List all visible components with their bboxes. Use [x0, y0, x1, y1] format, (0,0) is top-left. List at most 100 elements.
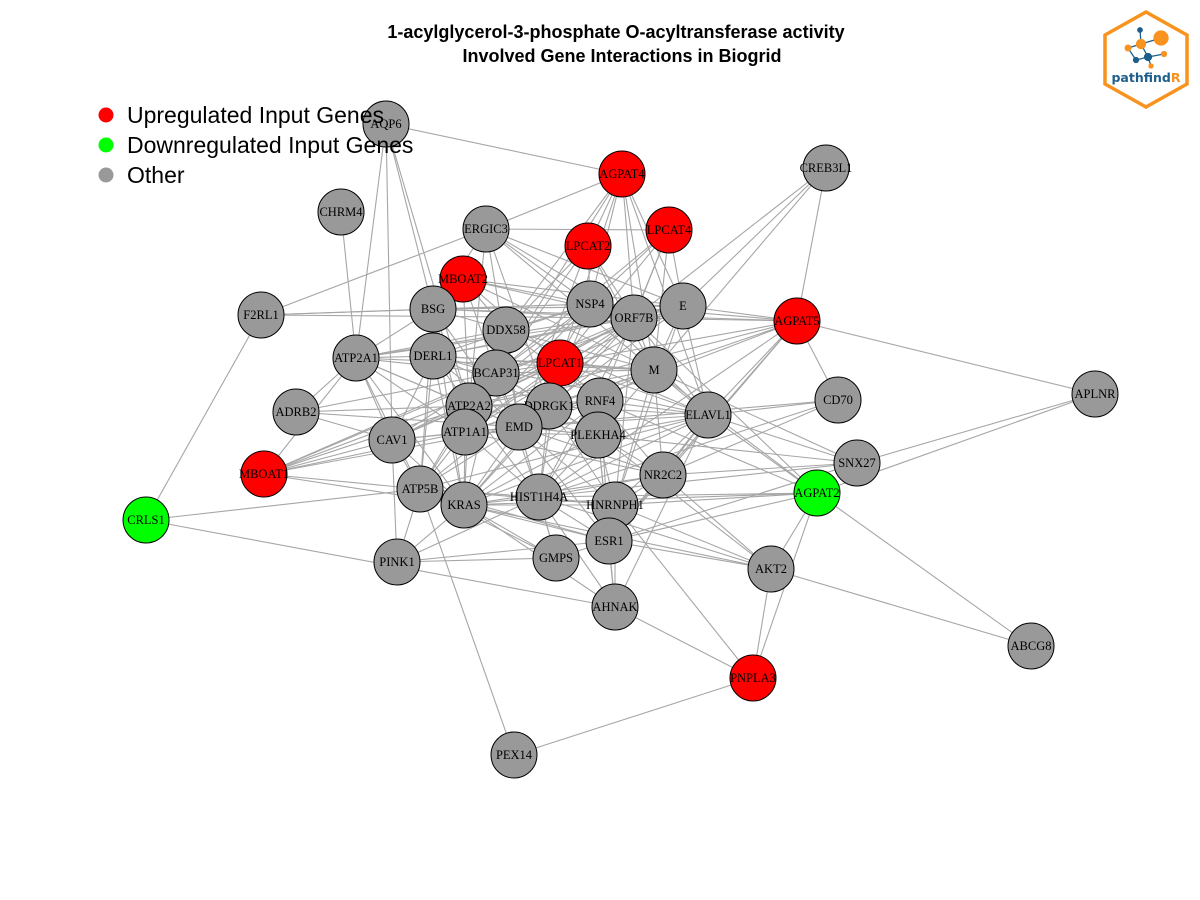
node-label: KRAS: [447, 498, 480, 512]
node-label: AHNAK: [592, 600, 637, 614]
node-label: ATP1A1: [443, 425, 487, 439]
node-circle: [439, 255, 487, 303]
edge-rnf4-kras: [463, 400, 601, 506]
node-snx27: SNX27: [833, 439, 881, 487]
node-ahnak: AHNAK: [591, 583, 639, 631]
node-abcg8: ABCG8: [1007, 622, 1055, 670]
edge-cd70-emd: [518, 399, 839, 428]
node-label: ABCG8: [1011, 639, 1052, 653]
node-label: NSP4: [575, 297, 605, 311]
node-cav1: CAV1: [368, 416, 416, 464]
node-atp5b: ATP5B: [396, 465, 444, 513]
node-ergic3: ERGIC3: [462, 205, 510, 253]
edge-e-hnrnph1: [614, 305, 684, 506]
edge-f2rl1-crls1: [145, 314, 262, 521]
node-circle: [639, 451, 687, 499]
node-e: E: [659, 282, 707, 330]
node-lpcat4: LPCAT4: [645, 206, 693, 254]
node-circle: [532, 534, 580, 582]
node-label: RNF4: [585, 394, 616, 408]
node-circle: [747, 545, 795, 593]
title-line-2: Involved Gene Interactions in Biogrid: [462, 46, 781, 66]
node-circle: [362, 100, 410, 148]
node-esr1: ESR1: [585, 517, 633, 565]
edge-creb3l1-m: [653, 167, 827, 371]
legend: Upregulated Input Genes Downregulated In…: [98, 102, 413, 188]
edge-cd70-hist1h4a: [538, 399, 839, 498]
edge-esr1-akt2: [608, 540, 772, 570]
node-label: ATP2A2: [447, 399, 491, 413]
legend-marker-up: [98, 107, 114, 123]
edge-agpat2-esr1: [608, 492, 818, 542]
edge-agpat4-ergic3: [485, 173, 623, 230]
node-circle: [240, 450, 288, 498]
edge-aqp6-bsg: [385, 123, 434, 310]
node-lpcat2: LPCAT2: [564, 222, 612, 270]
node-label: DERL1: [414, 349, 453, 363]
node-circle: [591, 583, 639, 631]
node-circle: [490, 731, 538, 779]
edge-ahnak-pnpla3: [614, 606, 754, 679]
logo-text-main: pathfind: [1111, 70, 1170, 85]
edge-atp1a1-mboat1: [263, 431, 466, 475]
node-mboat1: MBOAT1: [239, 450, 289, 498]
node-label: AGPAT5: [774, 314, 819, 328]
node-circle: [1007, 622, 1055, 670]
node-circle: [462, 205, 510, 253]
edge-elavl1-ahnak: [614, 414, 709, 608]
legend-marker-other: [98, 167, 114, 183]
edge-chrm4-atp2a1: [340, 211, 357, 359]
edge-snx27-hist1h4a: [538, 462, 858, 498]
title-line-1: 1-acylglycerol-3-phosphate O-acyltransfe…: [387, 22, 844, 42]
node-circle: [368, 416, 416, 464]
node-emd: EMD: [495, 403, 543, 451]
node-label: ESR1: [594, 534, 623, 548]
node-circle: [729, 654, 777, 702]
edge-pink1-gmps: [396, 557, 557, 563]
edge-mboat2-m: [462, 278, 655, 371]
node-circle: [237, 291, 285, 339]
node-cd70: CD70: [814, 376, 862, 424]
edge-hnrnph1-pnpla3: [614, 504, 754, 679]
node-label: E: [679, 299, 687, 313]
node-label: ATP2A1: [334, 351, 378, 365]
node-chrm4: CHRM4: [317, 188, 365, 236]
node-label: APLNR: [1075, 387, 1117, 401]
node-label: BSG: [421, 302, 445, 316]
edge-agpat5-hist1h4a: [538, 320, 798, 498]
node-label: PNPLA3: [730, 671, 776, 685]
node-label: DDX58: [486, 323, 526, 337]
node-label: GMPS: [539, 551, 573, 565]
node-pex14: PEX14: [490, 731, 538, 779]
node-circle: [574, 411, 622, 459]
node-rnf4: RNF4: [576, 377, 624, 425]
edge-lpcat4-lpcat1: [559, 229, 670, 364]
node-circle: [598, 150, 646, 198]
node-label: LPCAT2: [566, 239, 610, 253]
edge-agpat2-abcg8: [816, 492, 1032, 647]
node-plekha4: PLEKHA4: [570, 411, 627, 459]
node-circle: [332, 334, 380, 382]
edge-aplnr-snx27: [856, 393, 1096, 464]
pathfindr-logo: pathfindR: [1103, 9, 1189, 110]
logo-text-accent: R: [1171, 70, 1181, 85]
node-circle: [659, 282, 707, 330]
node-label: CD70: [823, 393, 853, 407]
edge-aqp6-agpat4: [385, 123, 623, 175]
node-orf7b: ORF7B: [610, 294, 658, 342]
node-crls1: CRLS1: [122, 496, 170, 544]
node-label: CRLS1: [127, 513, 165, 527]
node-label: MBOAT1: [239, 467, 289, 481]
node-label: HIST1H4A: [510, 490, 568, 504]
node-label: BCAP31: [473, 366, 518, 380]
legend-label-down: Downregulated Input Genes: [127, 132, 413, 158]
edge-kras-esr1: [463, 504, 610, 542]
node-atp2a1: ATP2A1: [332, 334, 380, 382]
edge-hnrnph1-akt2: [614, 504, 772, 570]
node-circle: [802, 144, 850, 192]
node-circle: [684, 391, 732, 439]
node-circle: [409, 332, 457, 380]
node-label: CREB3L1: [800, 161, 853, 175]
node-label: DDRGK1: [524, 399, 575, 413]
node-akt2: AKT2: [747, 545, 795, 593]
